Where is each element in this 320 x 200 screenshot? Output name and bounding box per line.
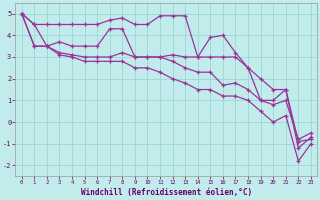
X-axis label: Windchill (Refroidissement éolien,°C): Windchill (Refroidissement éolien,°C) (81, 188, 252, 197)
